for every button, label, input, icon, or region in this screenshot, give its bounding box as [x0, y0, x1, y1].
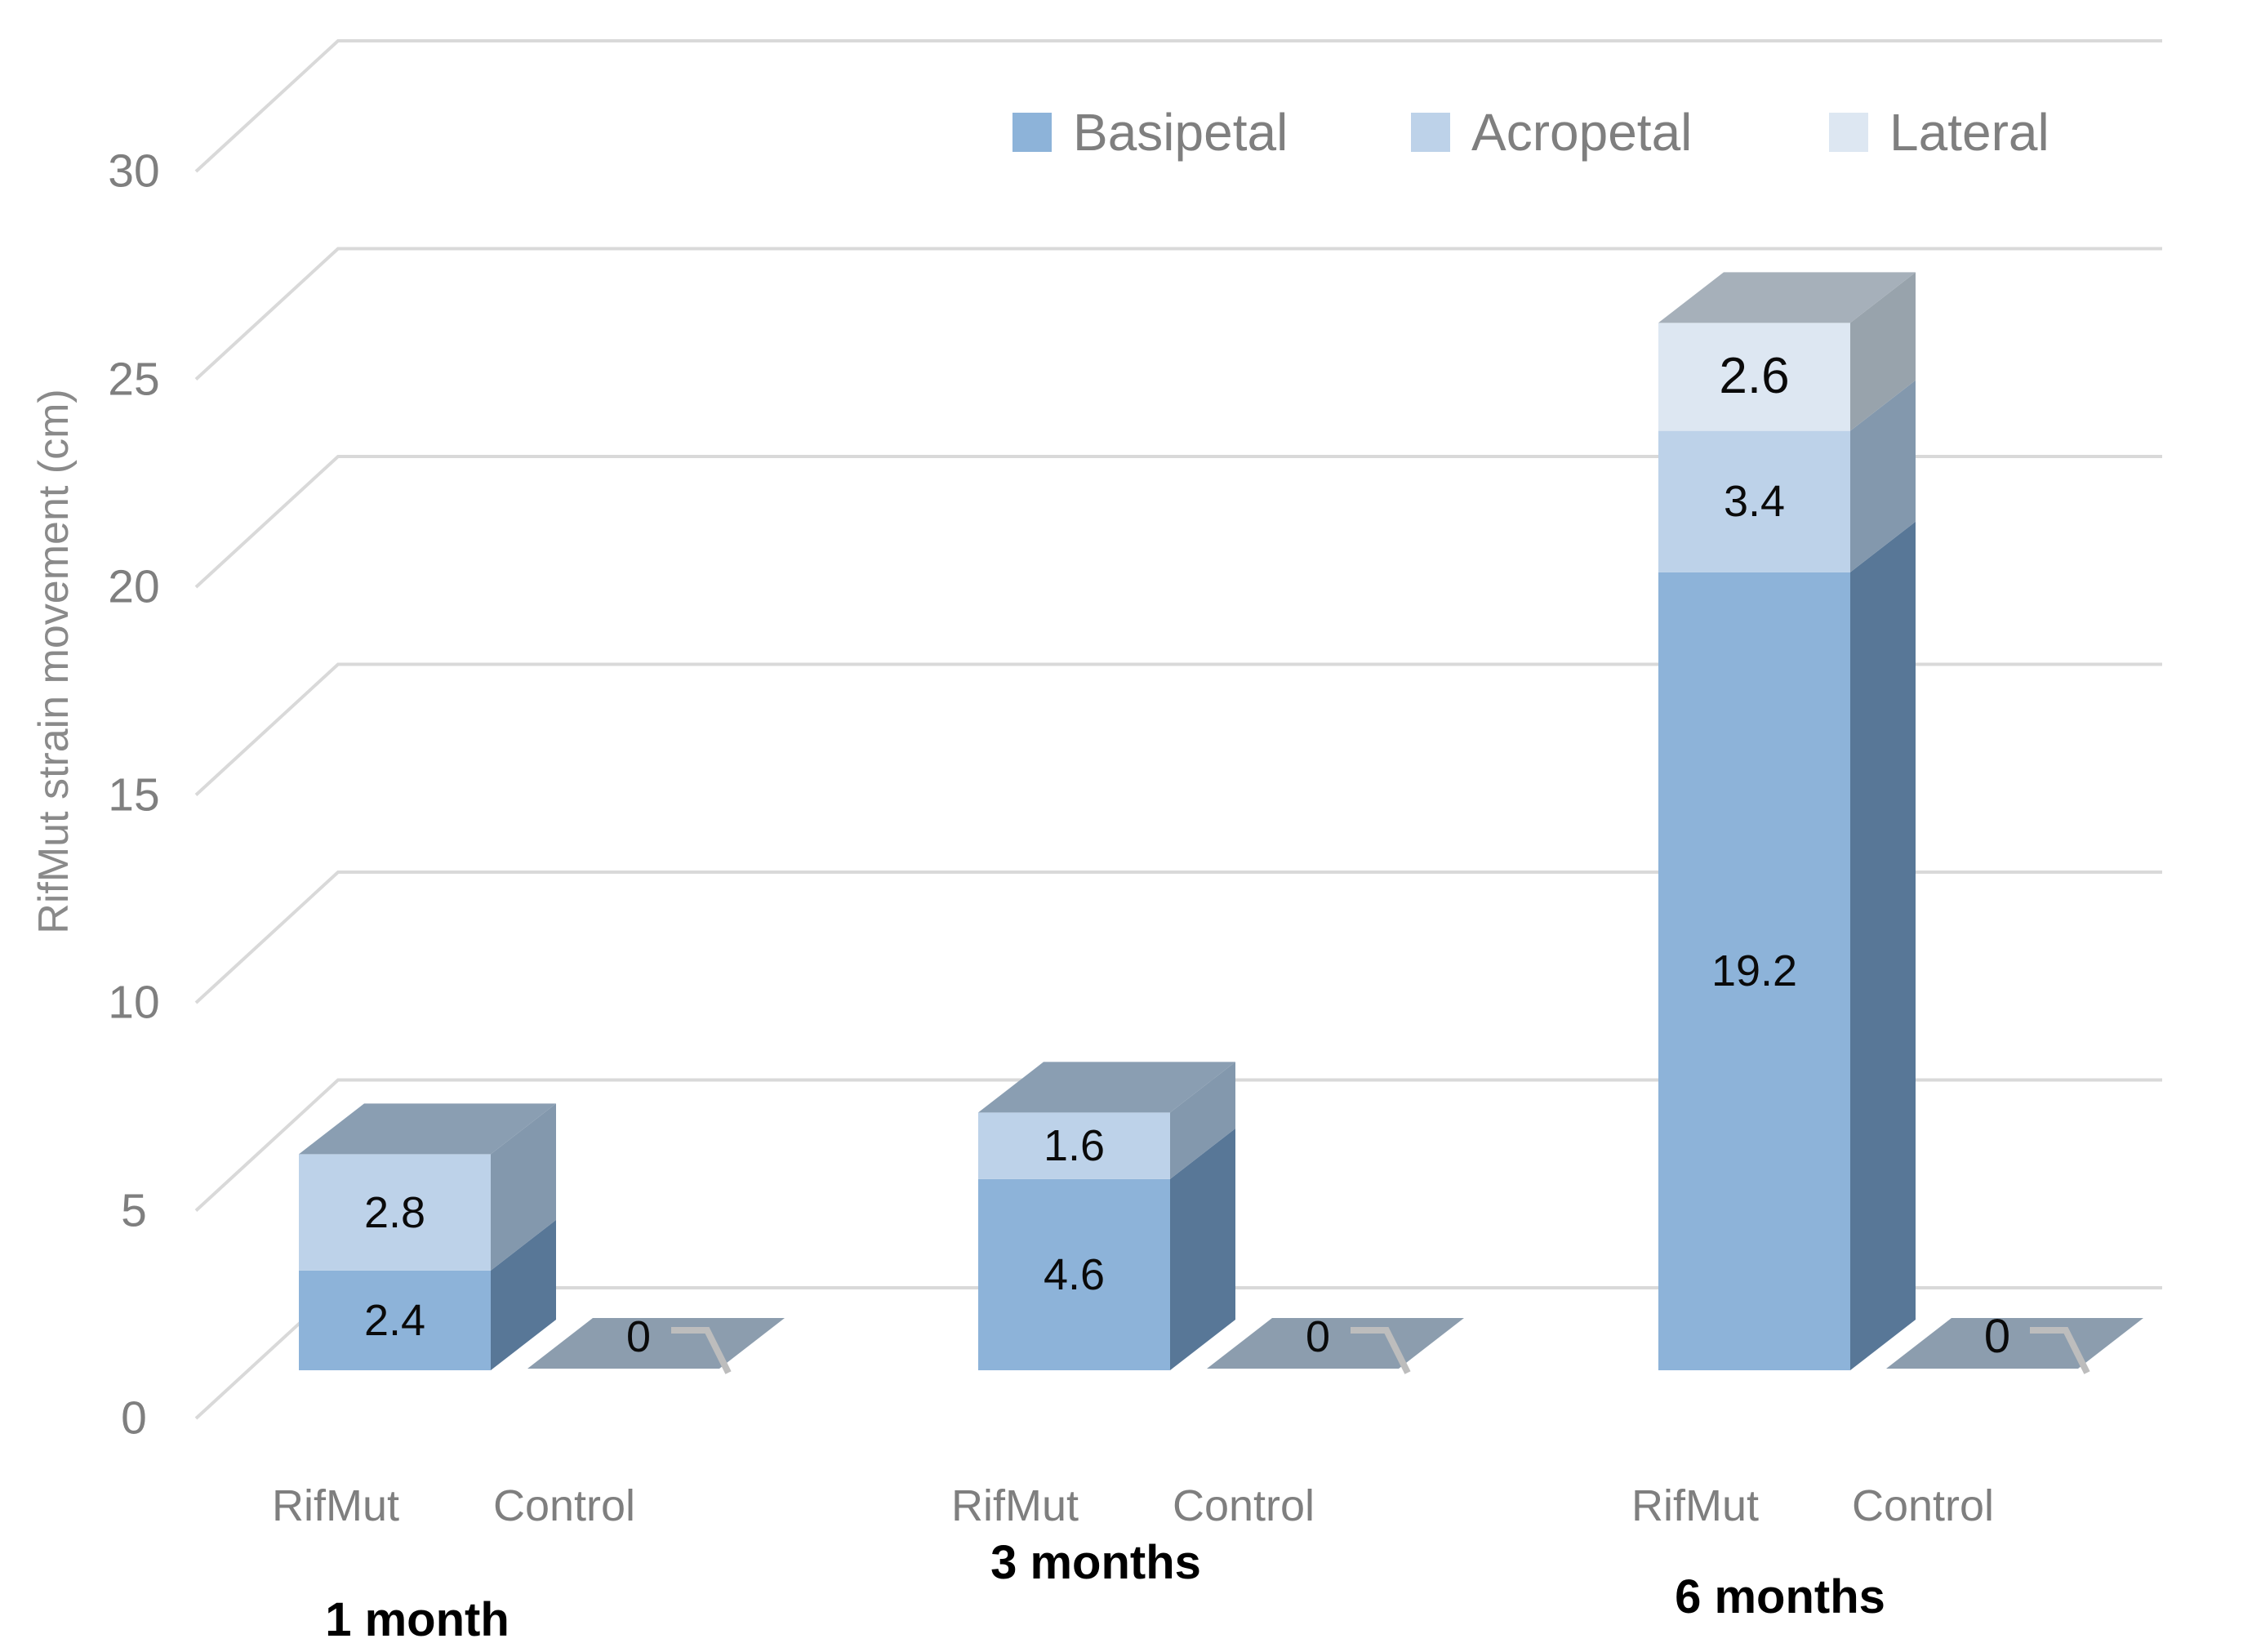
control-pad-3: [1886, 1318, 2143, 1369]
bar-front-basipetal-3: [1658, 572, 1850, 1370]
bar-top-1: [299, 1103, 556, 1155]
legend-label-lateral: Lateral: [1889, 103, 2049, 162]
bar-top-3: [1658, 272, 1916, 323]
y-tick-label-0: 0: [121, 1392, 147, 1445]
data-label-control-1: 0: [625, 1312, 652, 1361]
bar-front-acropetal-3: [1658, 430, 1850, 572]
bar-side-basipetal-1: [491, 1219, 556, 1370]
bar-side-basipetal-3: [1850, 521, 1916, 1370]
control-pad-1: [527, 1318, 785, 1369]
bar-side-lateral-3: [1850, 272, 1916, 431]
legend-label-basipetal: Basipetal: [1073, 103, 1288, 162]
data-label-acropetal-3: 3.4: [1723, 477, 1786, 527]
bar-side-acropetal-1: [491, 1103, 556, 1271]
data-label-control-2: 0: [1305, 1312, 1331, 1361]
bar-front-basipetal-2: [978, 1178, 1170, 1370]
zero-leader-line-1: [671, 1327, 732, 1374]
category-label-control-2: Control: [1172, 1481, 1315, 1530]
category-label-rifmut-1: RifMut: [271, 1481, 400, 1530]
group-label-2: 3 months: [990, 1536, 1201, 1589]
group-label-1: 1 month: [325, 1593, 510, 1646]
y-axis-title: RifMut strain movement (cm): [30, 389, 78, 934]
y-tick-label-15: 15: [108, 768, 160, 821]
gridline-y-15: [194, 662, 2162, 796]
category-label-rifmut-3: RifMut: [1631, 1481, 1760, 1530]
legend-item-basipetal: Basipetal: [1012, 106, 1288, 158]
category-label-control-1: Control: [492, 1481, 636, 1530]
bar-front-lateral-3: [1658, 323, 1850, 431]
group-label-3: 6 months: [1675, 1570, 1885, 1623]
y-tick-label-20: 20: [108, 560, 160, 613]
zero-leader-line-2: [1351, 1327, 1411, 1374]
legend-swatch-basipetal: [1012, 113, 1052, 152]
zero-leader-line-3: [2030, 1327, 2090, 1374]
y-tick-label-30: 30: [108, 145, 160, 198]
category-label-control-3: Control: [1851, 1481, 1995, 1530]
gridline-y-25: [194, 247, 2162, 381]
gridline-y-10: [194, 871, 2162, 1004]
category-label-rifmut-2: RifMut: [950, 1481, 1079, 1530]
legend-swatch-lateral: [1829, 113, 1868, 152]
control-pad-2: [1207, 1318, 1464, 1369]
bar-front-acropetal-1: [299, 1154, 491, 1271]
data-label-acropetal-2: 1.6: [1043, 1121, 1106, 1171]
legend-item-lateral: Lateral: [1829, 106, 2049, 158]
data-label-basipetal-1: 2.4: [363, 1295, 426, 1345]
bar-top-2: [978, 1062, 1235, 1113]
data-label-lateral-3: 2.6: [1719, 348, 1790, 405]
y-tick-label-10: 10: [108, 976, 160, 1029]
data-label-basipetal-3: 19.2: [1711, 946, 1798, 996]
bar-side-acropetal-3: [1850, 380, 1916, 572]
bar-front-basipetal-1: [299, 1270, 491, 1370]
legend-label-acropetal: Acropetal: [1471, 103, 1693, 162]
y-tick-label-5: 5: [121, 1184, 147, 1236]
gridline-y-30: [194, 39, 2162, 173]
data-label-basipetal-2: 4.6: [1043, 1249, 1106, 1299]
data-label-control-3: 0: [1983, 1310, 2011, 1363]
legend-swatch-acropetal: [1411, 113, 1450, 152]
bar-side-basipetal-2: [1170, 1128, 1235, 1370]
legend-item-acropetal: Acropetal: [1411, 106, 1692, 158]
gridline-y-20: [194, 455, 2162, 589]
y-tick-label-25: 25: [108, 353, 160, 405]
gridline-y-5: [194, 1078, 2162, 1212]
bar-front-acropetal-2: [978, 1112, 1170, 1179]
bar-side-acropetal-2: [1170, 1062, 1235, 1179]
data-label-acropetal-1: 2.8: [363, 1187, 426, 1237]
